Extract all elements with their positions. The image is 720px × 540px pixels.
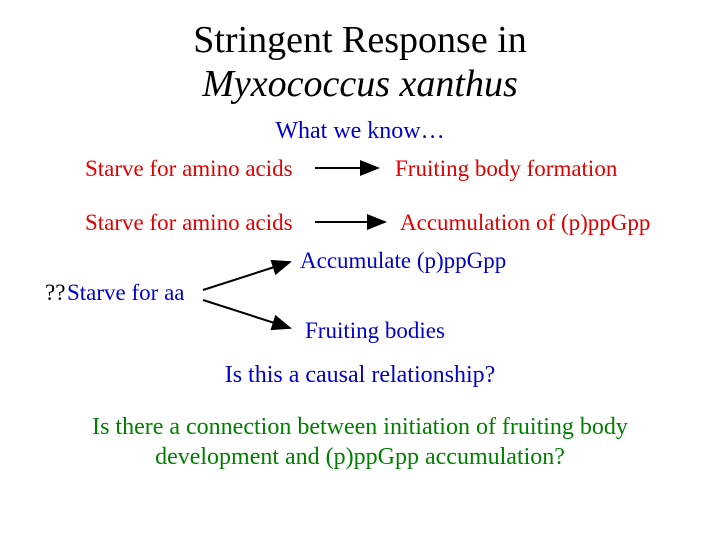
question-causal: Is this a causal relationship?	[0, 362, 720, 389]
question-connection: Is there a connection between initiation…	[80, 412, 640, 472]
slide: Stringent Response in Myxococcus xanthus…	[0, 0, 720, 540]
